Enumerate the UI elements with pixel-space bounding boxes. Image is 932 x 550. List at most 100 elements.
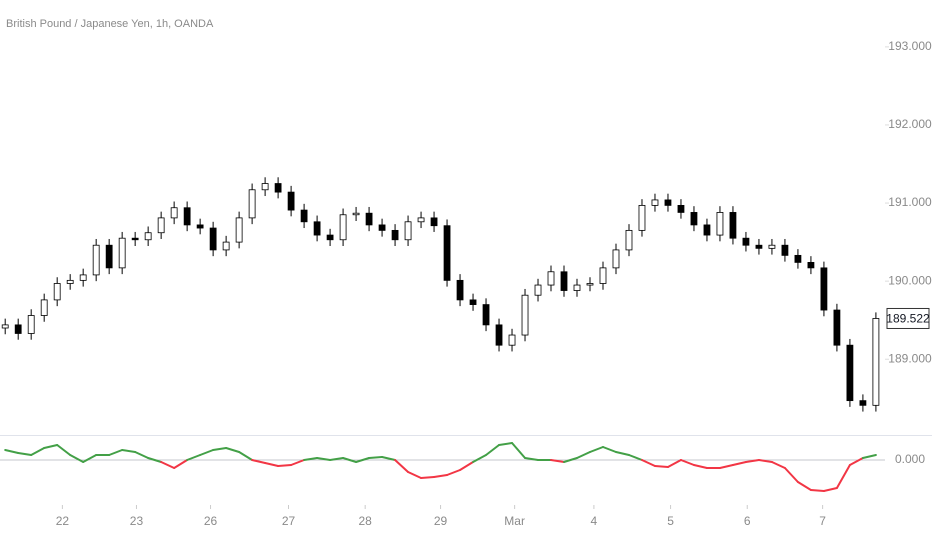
candle-body: [417, 217, 425, 223]
candle-body: [300, 209, 308, 223]
candle-body: [846, 344, 854, 402]
x-tick-label: 29: [434, 514, 448, 528]
candle-body: [235, 217, 243, 243]
indicator-segment: [550, 459, 566, 463]
indicator-segment: [407, 471, 423, 479]
indicator-segment: [589, 446, 604, 453]
indicator-segment: [666, 459, 682, 468]
candle-body: [534, 284, 542, 296]
candle-body: [40, 299, 48, 316]
y-tick-label: 192.000: [888, 117, 932, 131]
indicator-segment: [4, 449, 20, 454]
candle-body: [196, 224, 204, 229]
indicator-segment: [173, 459, 189, 469]
candle-body: [144, 232, 152, 241]
candle-body: [703, 224, 711, 236]
indicator-segment: [472, 454, 488, 463]
indicator-segment: [394, 459, 410, 473]
candle-body: [92, 244, 100, 276]
indicator-segment: [614, 451, 630, 456]
candle-body: [664, 199, 672, 206]
y-tick-label: 0.000: [895, 452, 925, 466]
indicator-segment: [160, 461, 176, 469]
candle-body: [79, 274, 87, 281]
last-price-box: [886, 307, 930, 329]
indicator-segment: [251, 459, 267, 464]
candle-body: [638, 204, 646, 231]
x-tick-label: 26: [204, 514, 218, 528]
indicator-segment: [796, 481, 812, 491]
y-tick-label: 190.000: [888, 273, 932, 287]
candle-body: [794, 254, 802, 263]
indicator-segment: [576, 451, 591, 459]
indicator-segment: [640, 459, 656, 467]
indicator-segment: [653, 465, 669, 468]
candle-body: [716, 212, 724, 236]
candle-body: [313, 221, 321, 236]
candle-body: [14, 324, 22, 334]
candle-body: [469, 299, 477, 305]
candle-body: [430, 217, 438, 227]
indicator-segment: [43, 444, 59, 449]
candle-body: [768, 244, 776, 249]
candle-body: [378, 224, 386, 231]
candle-body: [248, 189, 256, 219]
candle-body: [287, 191, 295, 211]
indicator-segment: [121, 449, 137, 453]
candle-body: [651, 199, 659, 206]
indicator-segment: [524, 457, 540, 461]
indicator-segment: [744, 459, 760, 463]
indicator-segment: [82, 454, 98, 463]
indicator-segment: [692, 464, 708, 469]
indicator-segment: [601, 446, 617, 453]
candle-body: [326, 234, 334, 241]
x-tick-label: 4: [591, 514, 598, 528]
indicator-segment: [848, 457, 864, 466]
candle-body: [755, 244, 763, 249]
indicator-segment: [316, 457, 332, 461]
x-tick-label: 27: [282, 514, 296, 528]
indicator-segment: [199, 449, 215, 456]
candle-body: [456, 279, 464, 301]
indicator-segment: [30, 447, 46, 456]
indicator-segment: [134, 451, 150, 459]
candle-body: [781, 244, 789, 256]
indicator-segment: [563, 457, 579, 463]
candle-body: [1, 324, 9, 329]
indicator-segment: [446, 469, 462, 476]
indicator-segment: [627, 454, 643, 461]
candle-body: [209, 227, 217, 251]
indicator-segment: [186, 454, 202, 461]
candle-body: [222, 241, 230, 251]
candle-body: [521, 294, 529, 336]
indicator-segment: [381, 456, 397, 461]
indicator-segment: [679, 459, 695, 466]
candle-body: [586, 283, 594, 286]
last-price-label: 189.522: [886, 312, 930, 326]
candle-body: [352, 212, 360, 216]
x-tick-label: 28: [358, 514, 372, 528]
indicator-segment: [17, 452, 33, 456]
x-tick-label: 22: [56, 514, 70, 528]
candle-body: [599, 267, 607, 284]
indicator-segment: [809, 489, 825, 492]
x-tick-label: Mar: [504, 514, 525, 528]
candle-body: [677, 204, 685, 213]
candle-body: [729, 212, 737, 239]
indicator-segment: [69, 454, 85, 463]
indicator-segment: [264, 462, 280, 467]
candle-body: [105, 244, 113, 269]
indicator-segment: [485, 444, 501, 456]
indicator-segment: [342, 457, 358, 463]
candle-body: [807, 262, 815, 269]
indicator-segment: [835, 464, 851, 489]
x-tick-label: 23: [130, 514, 144, 528]
indicator-segment: [329, 457, 345, 461]
candle-body: [391, 229, 399, 241]
indicator-segment: [303, 457, 319, 461]
candle-body: [482, 304, 490, 326]
indicator-segment: [731, 461, 747, 466]
indicator-segment: [290, 459, 306, 466]
candle-body: [742, 237, 750, 246]
